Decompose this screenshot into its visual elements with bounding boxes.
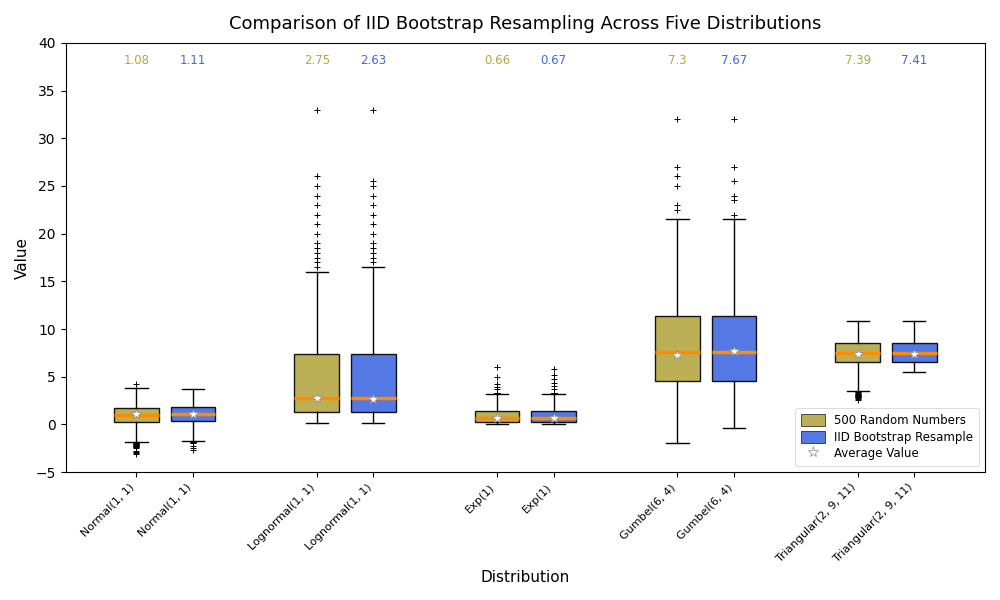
Text: 7.3: 7.3 [668, 53, 687, 67]
Text: 1.08: 1.08 [123, 53, 149, 67]
PathPatch shape [475, 411, 519, 422]
Text: 7.41: 7.41 [901, 53, 927, 67]
Text: 0.67: 0.67 [541, 53, 567, 67]
Text: 1.11: 1.11 [180, 53, 206, 67]
PathPatch shape [712, 316, 756, 381]
Text: 0.66: 0.66 [484, 53, 510, 67]
Text: 2.63: 2.63 [360, 53, 386, 67]
Text: 7.39: 7.39 [845, 53, 871, 67]
PathPatch shape [655, 316, 700, 381]
Text: 2.75: 2.75 [304, 53, 330, 67]
Text: 7.67: 7.67 [721, 53, 747, 67]
PathPatch shape [351, 353, 396, 412]
PathPatch shape [892, 343, 937, 362]
PathPatch shape [171, 407, 215, 421]
PathPatch shape [835, 343, 880, 362]
PathPatch shape [531, 410, 576, 422]
X-axis label: Distribution: Distribution [481, 570, 570, 585]
Title: Comparison of IID Bootstrap Resampling Across Five Distributions: Comparison of IID Bootstrap Resampling A… [229, 15, 822, 33]
Legend: 500 Random Numbers, IID Bootstrap Resample, Average Value: 500 Random Numbers, IID Bootstrap Resamp… [795, 408, 979, 466]
PathPatch shape [114, 408, 159, 422]
Y-axis label: Value: Value [15, 236, 30, 278]
PathPatch shape [294, 355, 339, 412]
